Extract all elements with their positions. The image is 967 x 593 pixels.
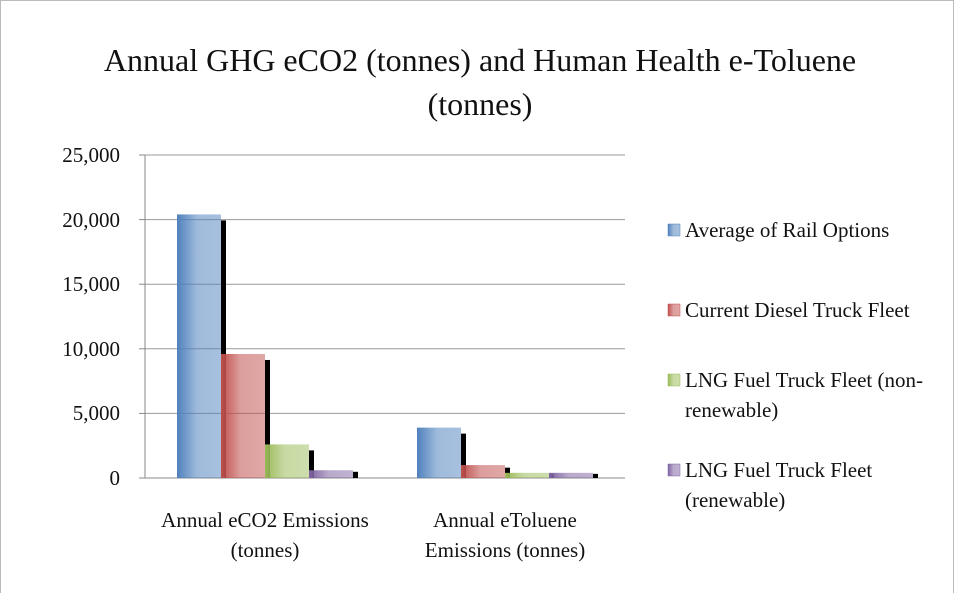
legend-swatch [667, 373, 681, 387]
bar-shadow [309, 450, 314, 478]
chart-title: Annual GHG eCO2 (tonnes) and Human Healt… [103, 42, 857, 122]
bar [417, 427, 461, 478]
bar-shadow [265, 359, 270, 478]
y-tick-label: 0 [109, 466, 121, 490]
x-tick-label: Annual eCO2 Emissions (tonnes) [161, 508, 369, 562]
legend-label: Average of Rail Options [685, 218, 890, 242]
bar [461, 465, 505, 478]
bar [309, 470, 353, 478]
bar-shadow [221, 220, 226, 478]
bar [549, 472, 593, 478]
y-tick-label: 15,000 [62, 272, 120, 297]
legend-swatch [667, 223, 681, 237]
y-tick-label: 25,000 [62, 143, 120, 167]
legend-swatch [667, 303, 681, 317]
bar-shadow [461, 433, 466, 478]
legend-swatch [667, 463, 681, 477]
legend-label: LNG Fuel Truck Fleet (renewable) [685, 458, 873, 512]
x-tick-label: Annual eToluene Emissions (tonnes) [424, 508, 586, 562]
bar [265, 444, 309, 478]
bar-shadow [593, 473, 598, 478]
y-tick-label: 20,000 [62, 207, 120, 232]
bar [221, 353, 265, 478]
y-tick-label: 5,000 [72, 401, 120, 426]
y-tick-label: 10,000 [62, 336, 120, 361]
bar [177, 214, 221, 478]
legend-label: LNG Fuel Truck Fleet (non-renewable) [685, 368, 923, 422]
bar [505, 472, 549, 478]
legend-label: Current Diesel Truck Fleet [685, 298, 910, 322]
bar-shadow [353, 471, 358, 478]
